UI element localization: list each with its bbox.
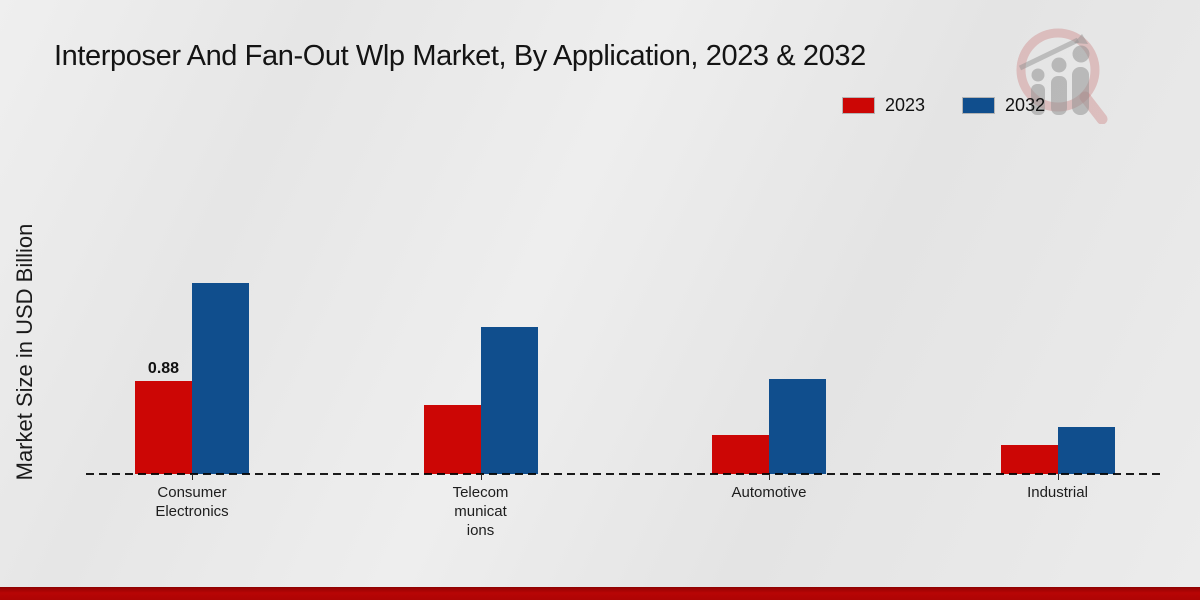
x-axis-category-label: Automotive [731, 484, 807, 501]
legend-item-2032: 2032 [963, 95, 1045, 116]
x-axis-tick [769, 474, 770, 480]
x-axis-line [86, 473, 1164, 475]
x-axis-tick [192, 474, 193, 480]
growth-arrow-icon [1018, 34, 1088, 71]
x-axis-tick [1057, 474, 1059, 480]
legend: 2023 2032 [843, 95, 1045, 116]
legend-swatch-2023 [843, 98, 874, 113]
legend-label-2023: 2023 [885, 95, 926, 115]
legend-swatch-2032 [963, 98, 995, 113]
bar-value-label: 0.88 [147, 360, 180, 377]
people-bars-icon [1031, 45, 1090, 115]
x-axis-category-label: Industrial [1027, 484, 1088, 501]
bar-2032-telecommunications [480, 327, 538, 474]
bar-2032-consumer-electronics [192, 283, 249, 474]
footer-accent-bar [0, 587, 1200, 600]
chart-title: Interposer And Fan-Out Wlp Market, By Ap… [54, 40, 866, 72]
bar-2023-telecommunications [423, 405, 481, 474]
x-axis-category-label: Telecom municat ions [452, 484, 509, 539]
brand-watermark-logo [1016, 28, 1108, 124]
bar-2032-automotive [769, 379, 826, 474]
bar-2032-industrial [1057, 427, 1115, 474]
legend-label-2032: 2032 [1005, 95, 1046, 115]
bar-2023-industrial [1000, 445, 1058, 474]
legend-item-2023: 2023 [843, 95, 925, 116]
bar-2023-consumer-electronics [135, 381, 192, 474]
x-axis-tick [480, 474, 482, 480]
bar-2023-automotive [712, 435, 769, 474]
x-axis-category-label: Consumer Electronics [155, 484, 229, 520]
